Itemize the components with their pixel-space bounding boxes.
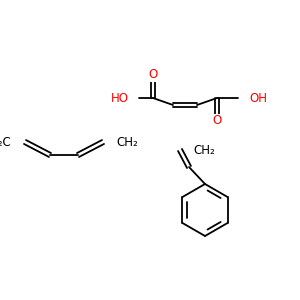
Text: O: O xyxy=(148,68,158,82)
Text: H₂C: H₂C xyxy=(0,136,12,148)
Text: O: O xyxy=(212,115,222,128)
Text: CH₂: CH₂ xyxy=(116,136,138,148)
Text: HO: HO xyxy=(111,92,129,104)
Text: OH: OH xyxy=(249,92,267,104)
Text: CH₂: CH₂ xyxy=(193,143,215,157)
